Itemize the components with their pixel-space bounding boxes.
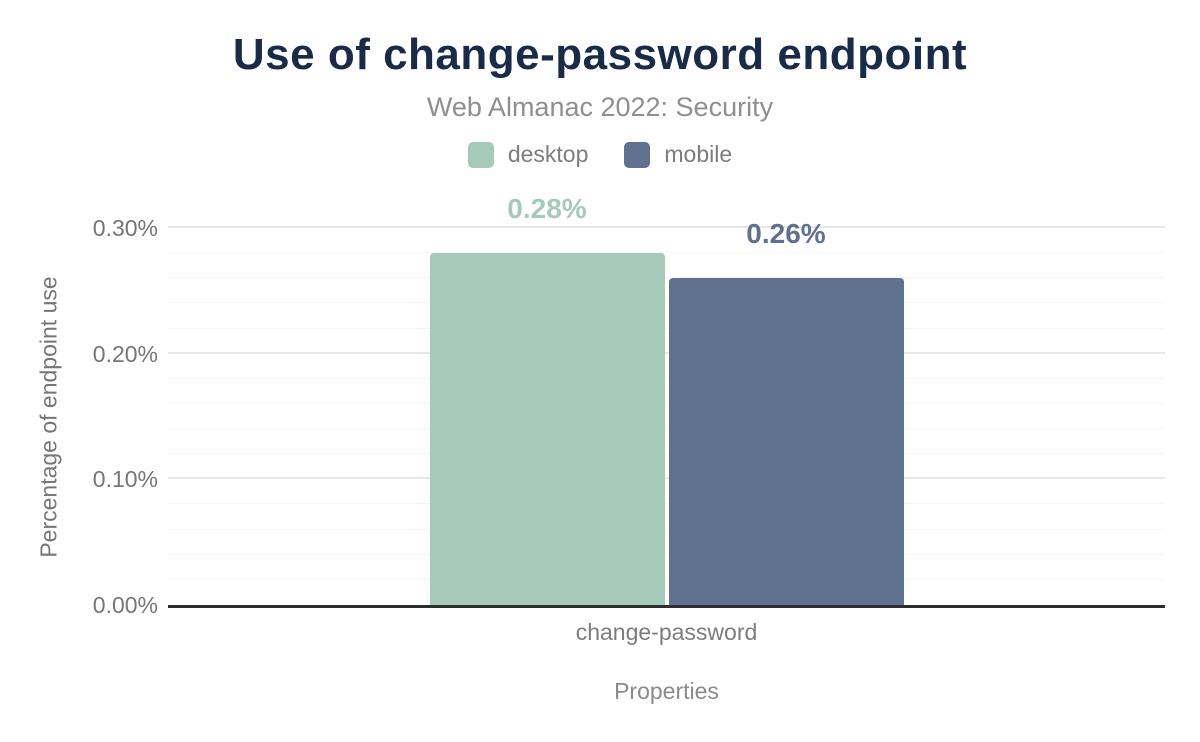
- gridline-minor: [168, 277, 1165, 279]
- y-tick-labels: 0.00% 0.10% 0.20% 0.30%: [0, 215, 158, 618]
- bar-value-label: 0.28%: [507, 193, 587, 225]
- gridline-minor: [168, 528, 1165, 530]
- gridline-minor: [168, 453, 1165, 455]
- gridline-minor: [168, 553, 1165, 555]
- gridline-major: [168, 226, 1165, 228]
- gridline-minor: [168, 252, 1165, 254]
- bar-mobile[interactable]: 0.26%: [668, 218, 904, 605]
- legend-item-mobile[interactable]: mobile: [624, 141, 732, 168]
- chart-subtitle: Web Almanac 2022: Security: [426, 92, 774, 122]
- bar-value-label: 0.26%: [746, 218, 826, 250]
- chart-title: Use of change-password endpoint: [232, 30, 968, 79]
- y-tick-label: 0.20%: [92, 340, 158, 367]
- bar-desktop[interactable]: 0.28%: [429, 193, 665, 605]
- gridline-minor: [168, 377, 1165, 379]
- legend-label-desktop: desktop: [507, 141, 589, 167]
- gridline-minor: [168, 578, 1165, 580]
- gridline-minor: [168, 302, 1165, 304]
- x-axis-title: Properties: [614, 678, 719, 704]
- x-tick-label: change-password: [575, 619, 758, 645]
- bars: 0.28% 0.26%: [168, 193, 1165, 605]
- legend-swatch-desktop: [467, 141, 494, 168]
- gridline-minor: [168, 327, 1165, 329]
- y-tick-label: 0.00%: [92, 592, 158, 618]
- y-tick-label: 0.30%: [92, 215, 158, 241]
- gridline-minor: [168, 503, 1165, 505]
- gridline-major: [168, 351, 1165, 354]
- gridline-major: [168, 477, 1165, 480]
- plot-area: 0.28% 0.26%: [168, 193, 1165, 608]
- gridline-minor: [168, 402, 1165, 404]
- y-tick-label: 0.10%: [92, 466, 158, 493]
- legend-item-desktop[interactable]: desktop: [467, 141, 589, 168]
- legend-label-mobile: mobile: [664, 141, 733, 167]
- legend-swatch-mobile: [624, 141, 651, 168]
- gridline-minor: [168, 428, 1165, 430]
- legend: desktop mobile: [0, 141, 1200, 168]
